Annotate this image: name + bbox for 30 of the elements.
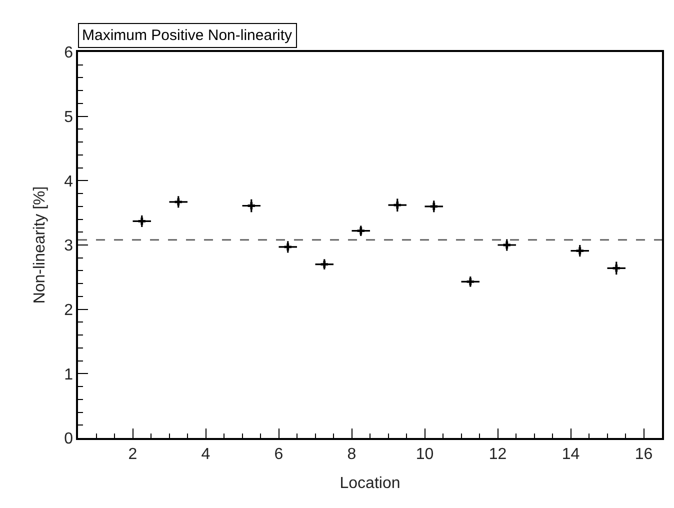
point	[357, 227, 364, 234]
y-tick-label: 0	[64, 430, 74, 448]
point	[248, 202, 255, 210]
y-tick-label: 5	[64, 108, 74, 126]
point	[466, 278, 474, 286]
y-tick-label: 3	[64, 238, 74, 255]
point	[612, 264, 620, 272]
point	[284, 243, 292, 251]
y-tick-label: 2	[64, 302, 74, 319]
point	[174, 198, 182, 206]
point	[430, 202, 438, 210]
chart-title: Maximum Positive Non-linearity	[82, 27, 293, 44]
point	[138, 218, 146, 225]
y-tick-label: 1	[64, 366, 74, 384]
y-axis-title: Non-linearity [%]	[32, 186, 49, 304]
point	[503, 241, 510, 249]
x-axis-title: Location	[340, 475, 400, 492]
point	[394, 202, 401, 209]
x-tick-label: 12	[488, 446, 507, 463]
x-tick-label: 4	[201, 446, 210, 463]
y-tick-label: 4	[64, 173, 74, 190]
x-tick-label: 14	[562, 446, 580, 463]
x-tick-label: 10	[416, 446, 434, 463]
x-tick-label: 6	[274, 446, 284, 463]
y-tick-label: 6	[64, 44, 74, 62]
x-tick-label: 2	[128, 446, 138, 463]
x-tick-label: 8	[347, 446, 356, 463]
point	[320, 260, 328, 268]
point	[576, 247, 584, 254]
x-tick-label: 16	[634, 446, 653, 463]
